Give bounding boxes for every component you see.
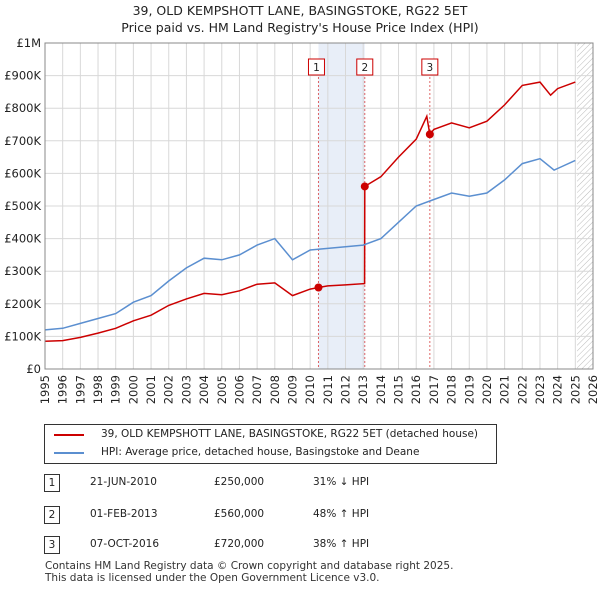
x-tick-label: 2019 <box>462 375 476 404</box>
x-tick-label: 2022 <box>515 375 529 404</box>
chart-subtitle: Price paid vs. HM Land Registry's House … <box>121 20 479 35</box>
transaction-price: £720,000 <box>214 538 265 550</box>
sale-marker-label: 1 <box>313 62 320 74</box>
y-tick-label: £900K <box>4 69 41 83</box>
x-tick-label: 2000 <box>126 375 140 404</box>
y-tick-label: £1M <box>16 36 41 50</box>
transaction-hpi: 48% ↑ HPI <box>313 508 370 520</box>
transaction-row: 1 21-JUN-2010 £250,000 31% ↓ HPI <box>0 474 600 494</box>
sale-marker-box <box>356 58 374 76</box>
y-tick-label: £100K <box>4 329 41 343</box>
transaction-number: 3 <box>44 536 60 554</box>
x-tick-label: 2018 <box>445 375 459 404</box>
x-tick-label: 1998 <box>91 375 105 404</box>
x-tick-label: 2024 <box>551 375 565 404</box>
x-tick-label: 2025 <box>568 375 582 404</box>
x-tick-label: 2013 <box>356 375 370 404</box>
sale-point <box>425 130 434 139</box>
legend-hpi-label: HPI: Average price, detached house, Basi… <box>101 446 420 458</box>
transaction-row: 2 01-FEB-2013 £560,000 48% ↑ HPI <box>0 506 600 526</box>
y-tick-label: £800K <box>4 101 41 115</box>
x-tick-label: 2010 <box>303 375 317 404</box>
hpi-line <box>44 157 576 331</box>
sale-point <box>360 182 369 191</box>
x-tick-label: 2008 <box>268 375 282 404</box>
x-tick-label: 2021 <box>498 375 512 404</box>
sale-point <box>314 283 323 292</box>
price-chart: £0 £100K £200K £300K £400K £500K £600K £700K £80… <box>4 36 600 404</box>
transaction-number: 2 <box>44 506 60 524</box>
x-tick-label: 2015 <box>392 375 406 404</box>
x-tick-label: 2004 <box>197 375 211 404</box>
transaction-price: £250,000 <box>214 476 265 488</box>
legend-hpi-swatch <box>54 452 84 454</box>
x-tick-label: 1995 <box>38 375 52 404</box>
x-tick-label: 2014 <box>374 375 388 404</box>
x-tick-label: 2001 <box>144 375 158 404</box>
y-tick-label: £200K <box>4 297 41 311</box>
legend-property-label: 39, OLD KEMPSHOTT LANE, BASINGSTOKE, RG2… <box>101 428 479 440</box>
transaction-date: 01-FEB-2013 <box>90 508 158 520</box>
x-tick-label: 2009 <box>285 375 299 404</box>
legend-property-swatch <box>54 434 84 436</box>
y-tick-label: £600K <box>4 166 41 180</box>
x-tick-label: 2011 <box>321 375 335 404</box>
x-tick-label: 2003 <box>179 375 193 404</box>
sale-marker-box <box>421 58 439 76</box>
x-tick-label: 2023 <box>533 375 547 404</box>
legend-item-property: 39, OLD KEMPSHOTT LANE, BASINGSTOKE, RG2… <box>45 427 496 443</box>
x-tick-label: 2002 <box>162 375 176 404</box>
x-tick-label: 2005 <box>215 375 229 404</box>
y-tick-label: £0 <box>26 362 41 376</box>
x-tick-label: 1996 <box>56 375 70 404</box>
transaction-number: 1 <box>44 474 60 492</box>
x-tick-label: 2020 <box>480 375 494 404</box>
property-price-line <box>44 81 576 343</box>
y-tick-label: £400K <box>4 232 41 246</box>
footer-licence: This data is licensed under the Open Gov… <box>45 572 380 584</box>
x-tick-label: 2016 <box>409 375 423 404</box>
transaction-date: 07-OCT-2016 <box>90 538 159 550</box>
y-tick-label: £300K <box>4 264 41 278</box>
x-tick-label: 2006 <box>232 375 246 404</box>
x-tick-label: 2026 <box>586 375 600 404</box>
x-tick-label: 2012 <box>339 375 353 404</box>
transaction-hpi: 38% ↑ HPI <box>313 538 370 550</box>
sale-marker-box <box>307 58 325 76</box>
x-tick-label: 1999 <box>109 375 123 404</box>
transaction-row: 3 07-OCT-2016 £720,000 38% ↑ HPI <box>0 536 600 556</box>
transaction-hpi: 31% ↓ HPI <box>313 476 370 488</box>
plot-frame <box>44 42 594 370</box>
y-tick-label: £700K <box>4 134 41 148</box>
sale-marker-label: 3 <box>426 62 433 74</box>
legend: 39, OLD KEMPSHOTT LANE, BASINGSTOKE, RG2… <box>44 424 497 464</box>
x-tick-label: 2007 <box>250 375 264 404</box>
chart-title: 39, OLD KEMPSHOTT LANE, BASINGSTOKE, RG2… <box>132 3 468 18</box>
sale-marker-label: 2 <box>361 62 368 74</box>
x-tick-label: 1997 <box>73 375 87 404</box>
transaction-date: 21-JUN-2010 <box>90 476 157 488</box>
footer-copyright: Contains HM Land Registry data © Crown c… <box>45 560 454 572</box>
transaction-price: £560,000 <box>214 508 265 520</box>
legend-item-hpi: HPI: Average price, detached house, Basi… <box>45 445 496 461</box>
x-tick-label: 2017 <box>427 375 441 404</box>
y-tick-label: £500K <box>4 199 41 213</box>
